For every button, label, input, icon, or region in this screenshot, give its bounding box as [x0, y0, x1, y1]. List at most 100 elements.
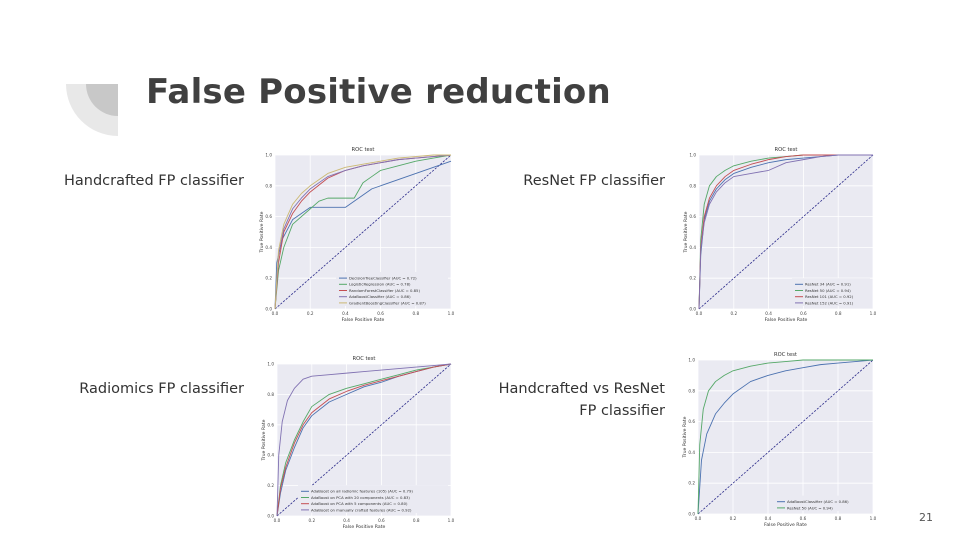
legend-entry: GradientBoostingClassifier (AUC = 0.87) — [349, 300, 426, 305]
x-tick-label: 0.2 — [308, 518, 315, 523]
legend-box — [774, 495, 870, 511]
legend-entry: ResNet 50 (AUC = 0.94) — [805, 288, 851, 293]
y-tick-label: 0.4 — [265, 245, 272, 250]
roc-chart-compare: 0.0 0.2 0.4 0.6 0.8 1.0 0.0 0.2 0.4 0.6 0.8 1.0 ROC … — [681, 343, 881, 527]
legend-entry: DecisionTreeClassifier (AUC = 0.72) — [349, 276, 417, 281]
chart-title: ROC test — [774, 352, 797, 358]
roc-line-series-3 — [698, 154, 873, 310]
x-tick-label: 0.0 — [272, 311, 279, 316]
label-radiomics: Radiomics FP classifier — [79, 381, 244, 397]
legend-box — [336, 272, 448, 306]
x-tick-label: 0.4 — [342, 311, 349, 316]
roc-line-series-3 — [276, 363, 452, 517]
roc-svg-resnet: 0.0 0.2 0.4 0.6 0.8 1.0 0.0 0.2 0.4 0.6 0.8 1.0 ROC … — [683, 147, 877, 323]
slide-title: False Positive reduction — [146, 72, 611, 112]
y-tick-label: 0.0 — [265, 307, 272, 312]
x-tick-label: 0.2 — [307, 311, 314, 316]
y-tick-label: 0.6 — [265, 214, 272, 219]
y-tick-label: 0.2 — [265, 276, 272, 281]
y-tick-label: 0.6 — [688, 419, 695, 424]
chart-title: ROC test — [353, 356, 376, 362]
x-axis-label: False Positive Rate — [342, 317, 385, 323]
x-tick-label: 0.6 — [378, 518, 385, 523]
y-tick-label: 1.0 — [689, 153, 696, 158]
page-number: 21 — [919, 511, 933, 524]
y-tick-label: 0.0 — [689, 307, 696, 312]
label-handcrafted: Handcrafted FP classifier — [63, 173, 244, 189]
y-tick-label: 0.4 — [688, 450, 695, 455]
x-tick-label: 0.6 — [800, 311, 807, 316]
x-tick-label: 0.8 — [835, 516, 842, 521]
legend-entry: ResNet 152 (AUC = 0.91) — [805, 300, 854, 305]
x-tick-label: 0.8 — [412, 311, 419, 316]
x-tick-label: 0.6 — [800, 516, 807, 521]
corner-decoration — [66, 84, 118, 136]
y-tick-label: 0.8 — [689, 183, 696, 188]
chance-diagonal — [698, 154, 874, 310]
roc-svg-radiomics: 0.0 0.2 0.4 0.6 0.8 1.0 0.0 0.2 0.4 0.6 0.8 1.0 ROC … — [261, 356, 455, 530]
legend-entry: ResNet 50 (AUC = 0.94) — [787, 505, 833, 510]
x-tick-label: 1.0 — [448, 518, 455, 523]
x-tick-label: 0.0 — [696, 311, 703, 316]
legend-box — [298, 485, 448, 513]
roc-line-series-2 — [697, 359, 873, 515]
x-tick-label: 1.0 — [448, 311, 455, 316]
legend-entry: LogisticRegression (AUC = 0.78) — [349, 282, 411, 287]
y-axis-label: True Positive Rate — [259, 211, 265, 253]
legend-entry: AdaBoost on manually crafted features (A… — [311, 507, 412, 512]
roc-line-series-4 — [276, 363, 452, 517]
roc-chart-handcrafted: 0.0 0.2 0.4 0.6 0.8 1.0 0.0 0.2 0.4 0.6 0.8 1.0 ROC … — [255, 138, 455, 328]
y-axis-label: True Positive Rate — [683, 211, 689, 253]
legend-entry: AdaBoostClassifier (AUC = 0.86) — [349, 294, 411, 299]
roc-line-series-2 — [276, 363, 452, 517]
legend-entry: AdaBoost on PCA with 5 components (AUC =… — [311, 501, 408, 506]
x-tick-label: 0.2 — [730, 311, 737, 316]
y-tick-label: 0.6 — [689, 214, 696, 219]
x-tick-label: 0.2 — [730, 516, 737, 521]
legend-entry: AdaBoost on PCA with 20 components (AUC … — [311, 495, 410, 500]
x-tick-label: 1.0 — [870, 516, 877, 521]
roc-line-series-1 — [697, 359, 874, 515]
x-tick-label: 0.4 — [765, 516, 772, 521]
y-axis-label: True Positive Rate — [261, 419, 267, 461]
x-tick-label: 0.0 — [695, 516, 702, 521]
y-tick-label: 0.6 — [267, 422, 274, 427]
y-tick-label: 0.0 — [688, 512, 695, 517]
roc-line-series-5 — [274, 154, 451, 310]
roc-line-series-2 — [274, 154, 452, 310]
x-axis-label: False Positive Rate — [343, 524, 386, 530]
x-axis-label: False Positive Rate — [765, 317, 808, 323]
label-compare-line2: FP classifier — [579, 403, 665, 419]
chance-diagonal — [276, 363, 452, 517]
y-tick-label: 0.2 — [688, 481, 695, 486]
y-tick-label: 1.0 — [267, 362, 274, 367]
legend-entry: AdaBoostClassifier (AUC = 0.86) — [787, 499, 849, 504]
y-tick-label: 1.0 — [265, 153, 272, 158]
y-tick-label: 1.0 — [688, 358, 695, 363]
y-tick-label: 0.8 — [267, 392, 274, 397]
roc-chart-resnet: 0.0 0.2 0.4 0.6 0.8 1.0 0.0 0.2 0.4 0.6 0.8 1.0 ROC … — [681, 138, 881, 328]
roc-svg-compare: 0.0 0.2 0.4 0.6 0.8 1.0 0.0 0.2 0.4 0.6 0.8 1.0 ROC … — [682, 352, 877, 527]
y-tick-label: 0.2 — [267, 483, 274, 488]
y-tick-label: 0.8 — [265, 183, 272, 188]
roc-chart-radiomics: 0.0 0.2 0.4 0.6 0.8 1.0 0.0 0.2 0.4 0.6 0.8 1.0 ROC … — [255, 346, 455, 538]
roc-svg-handcrafted: 0.0 0.2 0.4 0.6 0.8 1.0 0.0 0.2 0.4 0.6 0.8 1.0 ROC … — [259, 147, 455, 323]
x-tick-label: 1.0 — [870, 311, 877, 316]
roc-line-series-4 — [274, 154, 452, 310]
chart-title: ROC test — [352, 147, 375, 153]
legend-entry: RandomForestClassifier (AUC = 0.85) — [349, 288, 420, 293]
y-tick-label: 0.4 — [689, 245, 696, 250]
y-axis-label: True Positive Rate — [682, 416, 688, 458]
x-tick-label: 0.8 — [835, 311, 842, 316]
legend-box — [792, 278, 870, 306]
x-tick-label: 0.6 — [377, 311, 384, 316]
x-tick-label: 0.0 — [274, 518, 281, 523]
y-tick-label: 0.4 — [267, 453, 274, 458]
label-compare-line1: Handcrafted vs ResNet — [498, 381, 665, 397]
legend-entry: AdaBoost on all radiomic features (105) … — [311, 489, 413, 494]
x-tick-label: 0.8 — [413, 518, 420, 523]
legend-entry: ResNet 101 (AUC = 0.92) — [805, 294, 854, 299]
y-tick-label: 0.8 — [688, 388, 695, 393]
legend-entry: ResNet 34 (AUC = 0.91) — [805, 282, 851, 287]
corner-arc-dark — [86, 84, 118, 116]
